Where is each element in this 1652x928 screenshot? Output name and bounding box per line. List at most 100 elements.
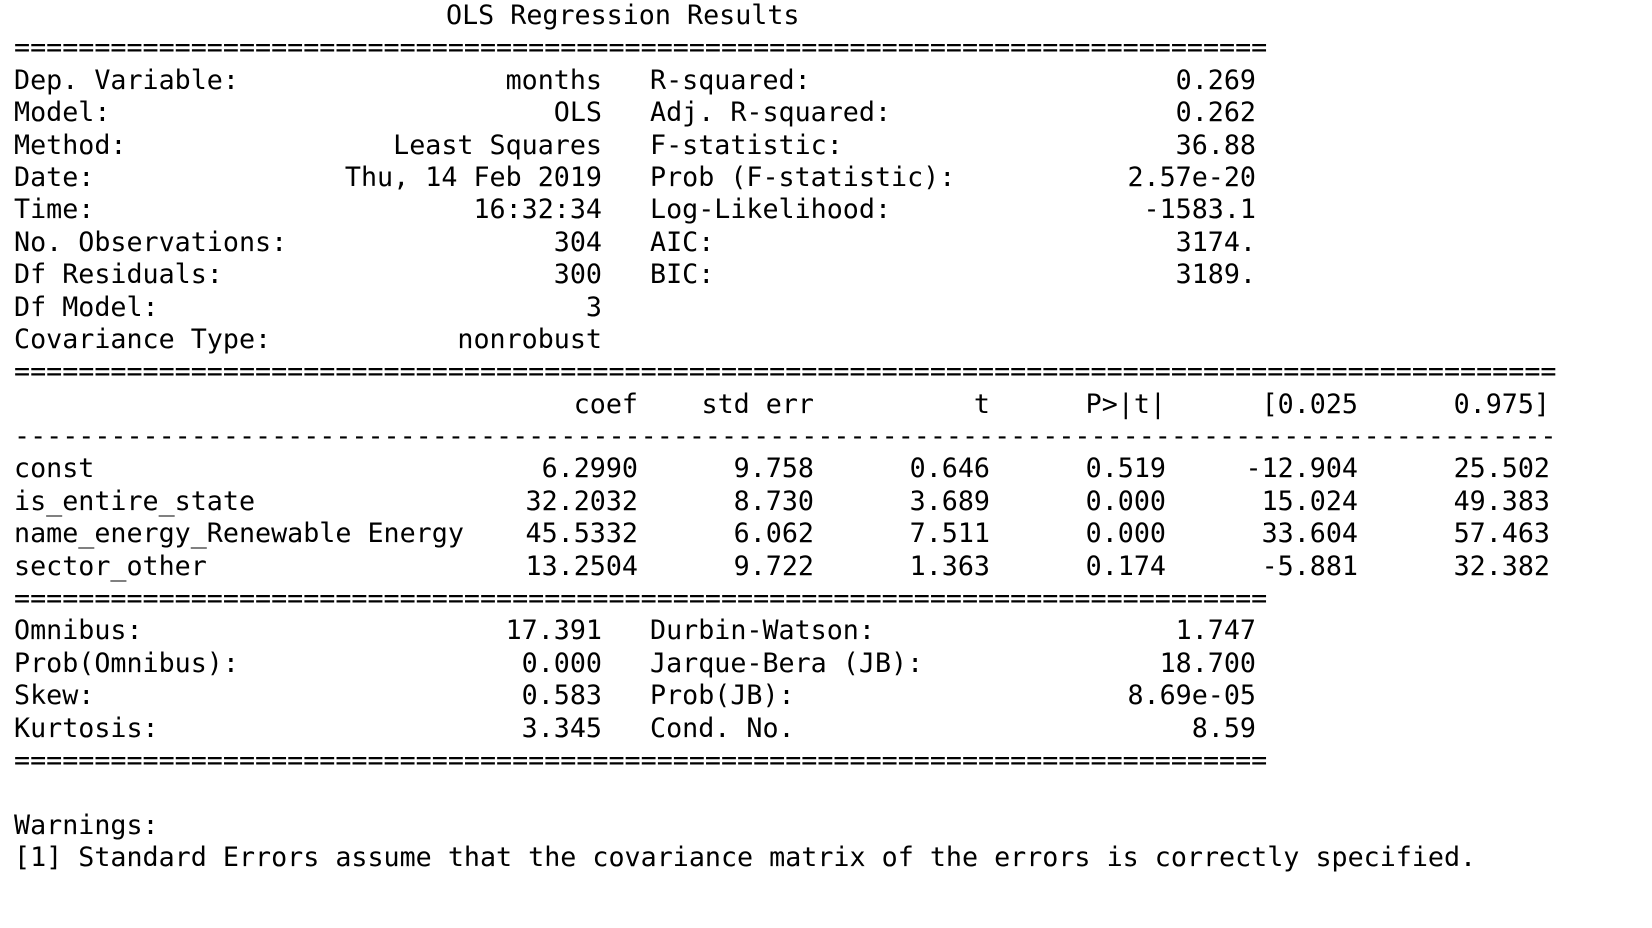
header-left-value: months	[505, 64, 602, 96]
header-right-label: AIC:	[650, 226, 715, 258]
header-right-value: -1583.1	[1143, 194, 1256, 226]
header-right-value: 3174.	[1175, 226, 1256, 258]
diag-right-label: Durbin-Watson:	[650, 615, 875, 647]
header-row: Date: Thu, 14 Feb 2019 Prob (F-statistic):…	[14, 162, 1644, 194]
diag-left-value: 0.583	[521, 680, 602, 712]
rule-coef-mid: ----------------------------------------…	[14, 421, 1644, 453]
header-right-label: R-squared:	[650, 64, 811, 96]
rule-coef-top: ========================================…	[14, 356, 1644, 388]
warning-line: [1] Standard Errors assume that the cova…	[14, 842, 1644, 874]
col-header-t: t	[973, 388, 990, 420]
header-row: No. Observations: 304 AIC: 3174.	[14, 227, 1644, 259]
header-left-label: Date:	[14, 161, 95, 193]
col-header-ci-lower: [0.025	[1261, 388, 1358, 420]
header-left-value: 304	[553, 226, 602, 258]
cell-coef: 6.2990	[541, 453, 638, 485]
cell-ci-lower: -12.904	[1245, 453, 1358, 485]
header-left-label: Dep. Variable:	[14, 64, 239, 96]
rule-diag-top: ========================================…	[14, 583, 1644, 615]
header-left-value: nonrobust	[457, 323, 602, 355]
header-left-value: Thu, 14 Feb 2019	[344, 161, 602, 193]
double-rule: ========================================…	[14, 583, 1268, 615]
diag-right-label: Prob(JB):	[650, 680, 795, 712]
cell-std-err: 8.730	[733, 485, 814, 517]
cell-ci-lower: 15.024	[1261, 485, 1358, 517]
col-header-coef: coef	[573, 388, 638, 420]
cell-p-value: 0.174	[1085, 550, 1166, 582]
header-left-label: No. Observations:	[14, 226, 288, 258]
header-right-label: Prob (F-statistic):	[650, 161, 956, 193]
double-rule: ========================================…	[14, 356, 1557, 388]
header-left-label: Time:	[14, 194, 95, 226]
diag-row: Skew: 0.583 Prob(JB): 8.69e-05	[14, 680, 1644, 712]
page-title: OLS Regression Results	[446, 0, 800, 31]
cell-std-err: 6.062	[733, 518, 814, 550]
header-left-label: Df Model:	[14, 291, 159, 323]
header-right-value: 3189.	[1175, 259, 1256, 291]
cell-coef: 45.5332	[525, 518, 638, 550]
header-row: Model: OLS Adj. R-squared: 0.262	[14, 97, 1644, 129]
diag-left-value: 17.391	[505, 615, 602, 647]
title-line: OLS Regression Results	[14, 0, 1644, 32]
diag-left-label: Kurtosis:	[14, 712, 159, 744]
diag-left-label: Prob(Omnibus):	[14, 647, 239, 679]
cell-p-value: 0.000	[1085, 518, 1166, 550]
cell-ci-upper: 57.463	[1453, 518, 1550, 550]
single-rule: ----------------------------------------…	[14, 421, 1557, 453]
diag-left-label: Omnibus:	[14, 615, 143, 647]
cell-t: 3.689	[909, 485, 990, 517]
table-row: sector_other 13.2504 9.722 1.363 0.174 -5.881…	[14, 551, 1644, 583]
cell-p-value: 0.519	[1085, 453, 1166, 485]
cell-coef: 32.2032	[525, 485, 638, 517]
header-right-label: BIC:	[650, 259, 715, 291]
cell-ci-upper: 32.382	[1453, 550, 1550, 582]
row-name: is_entire_state	[14, 485, 256, 517]
cell-t: 7.511	[909, 518, 990, 550]
header-left-value: 16:32:34	[473, 194, 602, 226]
ols-summary-document: OLS Regression Results =================…	[14, 0, 1644, 875]
diag-left-value: 0.000	[521, 647, 602, 679]
diag-left-value: 3.345	[521, 712, 602, 744]
double-rule: ========================================…	[14, 32, 1268, 64]
header-left-value: 300	[553, 259, 602, 291]
header-right-value: 36.88	[1175, 129, 1256, 161]
diag-row: Prob(Omnibus): 0.000 Jarque-Bera (JB): 18.7…	[14, 648, 1644, 680]
cell-ci-upper: 25.502	[1453, 453, 1550, 485]
header-right-label: F-statistic:	[650, 129, 843, 161]
diag-row: Kurtosis: 3.345 Cond. No. 8.59	[14, 713, 1644, 745]
table-row: name_energy_Renewable Energy 45.5332 6.062…	[14, 518, 1644, 550]
warnings-heading: Warnings:	[14, 809, 159, 841]
row-name: name_energy_Renewable Energy	[14, 518, 464, 550]
blank-line	[14, 777, 1644, 809]
col-header-p-value: P>|t|	[1085, 388, 1166, 420]
diag-left-label: Skew:	[14, 680, 95, 712]
header-right-value: 0.262	[1175, 97, 1256, 129]
header-left-label: Covariance Type:	[14, 323, 272, 355]
diag-right-label: Cond. No.	[650, 712, 795, 744]
cell-p-value: 0.000	[1085, 485, 1166, 517]
cell-coef: 13.2504	[525, 550, 638, 582]
table-row: is_entire_state 32.2032 8.730 3.689 0.000 15.…	[14, 486, 1644, 518]
header-row: Time: 16:32:34 Log-Likelihood: -1583.1	[14, 194, 1644, 226]
coef-header-row: coef std err t P>|t| [0.025 0.975]	[14, 389, 1644, 421]
cell-std-err: 9.722	[733, 550, 814, 582]
header-left-value: 3	[585, 291, 602, 323]
header-row: Dep. Variable: months R-squared: 0.269	[14, 65, 1644, 97]
cell-std-err: 9.758	[733, 453, 814, 485]
cell-t: 1.363	[909, 550, 990, 582]
header-right-label: Log-Likelihood:	[650, 194, 892, 226]
header-left-label: Df Residuals:	[14, 259, 223, 291]
warning-item: [1] Standard Errors assume that the cova…	[14, 842, 1477, 874]
cell-ci-lower: -5.881	[1261, 550, 1358, 582]
header-right-label: Adj. R-squared:	[650, 97, 892, 129]
rule-top: ========================================…	[14, 32, 1644, 64]
header-row: Df Model: 3	[14, 292, 1644, 324]
diag-right-value: 18.700	[1159, 647, 1256, 679]
header-row: Covariance Type: nonrobust	[14, 324, 1644, 356]
double-rule: ========================================…	[14, 744, 1268, 776]
header-row: Method: Least Squares F-statistic: 36.88	[14, 130, 1644, 162]
row-name: const	[14, 453, 95, 485]
header-left-label: Model:	[14, 97, 111, 129]
cell-ci-upper: 49.383	[1453, 485, 1550, 517]
cell-t: 0.646	[909, 453, 990, 485]
